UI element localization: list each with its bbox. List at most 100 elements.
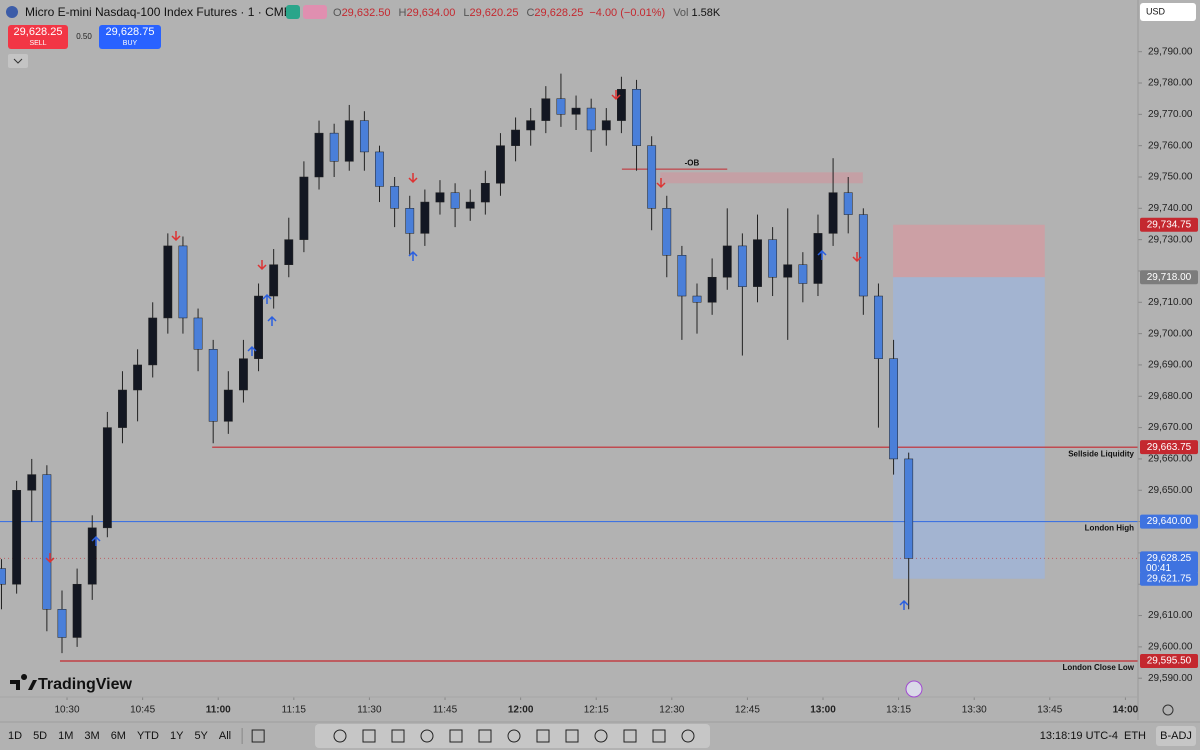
ohlc-key: O: [333, 7, 342, 19]
ohlc-value: 29,628.25: [534, 7, 583, 19]
currency[interactable]: USD: [1146, 6, 1166, 16]
brand-logo: [10, 674, 37, 690]
timeframe[interactable]: 5Y: [194, 730, 208, 742]
change: −4.00 (−0.01%): [589, 7, 665, 19]
spread: 0.50: [76, 32, 92, 41]
x-tick-label: 11:45: [433, 705, 458, 716]
candle-body: [178, 245, 188, 319]
timeframe[interactable]: 1M: [58, 730, 73, 742]
sell-button[interactable]: [8, 25, 68, 49]
candle-body: [269, 264, 279, 297]
settings-icon[interactable]: [1162, 704, 1174, 716]
y-tick-label: 29,650.00: [1148, 485, 1193, 496]
sell-price[interactable]: 29,628.25: [14, 26, 63, 38]
candle-body: [783, 264, 793, 278]
candle-body: [692, 295, 702, 303]
brand: TradingView: [38, 676, 133, 693]
candle-body: [889, 358, 898, 460]
entry-tag: [1140, 270, 1198, 285]
candle-body: [843, 192, 853, 215]
timeframes: 1D 5D 1M 3M 6M YTD 1Y 5Y All: [8, 730, 231, 742]
status-icon: [303, 5, 327, 19]
adjust-button[interactable]: [1156, 726, 1196, 746]
timeframe[interactable]: 6M: [111, 730, 126, 742]
currency-button[interactable]: [1140, 3, 1196, 21]
candle-body: [904, 458, 914, 559]
tool-icon: [333, 729, 347, 743]
level-tag-label: 29,595.50: [1147, 656, 1192, 667]
candle-body: [753, 239, 762, 287]
candle-body: [722, 245, 732, 278]
session[interactable]: ETH: [1124, 730, 1146, 742]
stop-tag-label: 29,734.75: [1147, 219, 1192, 230]
y-tick-label: 29,700.00: [1148, 328, 1193, 339]
candle-body: [42, 474, 52, 610]
tool-icon: [652, 729, 666, 743]
entry-tag-label: 29,718.00: [1147, 272, 1192, 283]
x-tick-label: 14:00: [1113, 705, 1139, 716]
x-tick-label: 11:15: [282, 705, 307, 716]
y-tick-label: 29,670.00: [1148, 422, 1193, 433]
volume-key: Vol: [673, 7, 688, 19]
drawing-toolbar: [315, 724, 710, 748]
adjust[interactable]: B-ADJ: [1160, 730, 1192, 742]
last-price-tag: [1140, 551, 1198, 574]
candle-body: [450, 192, 460, 209]
x-tick-label: 11:00: [206, 705, 231, 716]
timeframe[interactable]: 5D: [33, 730, 47, 742]
x-tick-label: 12:30: [659, 705, 684, 716]
candle-body: [359, 120, 369, 153]
x-tick-label: 12:45: [735, 705, 760, 716]
timeframe[interactable]: All: [219, 730, 231, 742]
candle-body: [586, 107, 596, 131]
timeframe[interactable]: 3M: [84, 730, 99, 742]
ohlc-value: 29,632.50: [342, 7, 391, 19]
order-block-label: -OB: [685, 158, 700, 167]
buy-label[interactable]: BUY: [123, 40, 138, 47]
candle-body: [133, 364, 142, 391]
level-tag: [1140, 514, 1198, 529]
x-tick-label: 10:45: [130, 705, 155, 716]
level-tag-label: 29,663.75: [1147, 442, 1192, 453]
candle-body: [329, 132, 339, 162]
y-tick-label: 29,730.00: [1148, 234, 1193, 245]
alert-icon[interactable]: [905, 680, 923, 698]
y-tick-label: 29,750.00: [1148, 172, 1193, 183]
buy-price[interactable]: 29,628.75: [106, 26, 155, 38]
flag-icon: [6, 6, 18, 18]
candle-body: [420, 201, 430, 234]
timeframe[interactable]: 1D: [8, 730, 22, 742]
level-name: London Close Low: [1062, 663, 1134, 672]
y-tick-label: 29,780.00: [1148, 78, 1193, 89]
candle-body: [254, 295, 263, 359]
ohlc-key: L: [463, 7, 469, 19]
candle-body: [662, 208, 672, 256]
candle-body: [632, 89, 641, 146]
timeframe[interactable]: 1Y: [170, 730, 184, 742]
x-tick-label: 11:30: [357, 705, 382, 716]
status-icon: [286, 5, 300, 19]
candle-body: [12, 489, 22, 585]
candle-body: [163, 245, 173, 319]
candle-body: [239, 358, 248, 391]
timeframe[interactable]: YTD: [137, 730, 159, 742]
candle-body: [571, 107, 581, 115]
candle-body: [0, 568, 6, 585]
candle-body: [223, 389, 233, 422]
y-tick-label: 29,660.00: [1148, 454, 1193, 465]
sell-label[interactable]: SELL: [29, 40, 46, 47]
x-tick-label: 13:30: [962, 705, 987, 716]
candle-body: [526, 120, 536, 131]
candle-body: [118, 389, 127, 428]
tool-icon: [391, 729, 405, 743]
candle-body: [148, 317, 158, 366]
candle-body: [737, 245, 747, 287]
plot: [0, 51, 1142, 700]
last-price-label: 29,628.25: [1147, 553, 1192, 564]
y-tick-label: 29,680.00: [1148, 391, 1193, 402]
volume-value: 1.58K: [691, 7, 720, 19]
buy-button[interactable]: [99, 25, 161, 49]
y-tick-label: 29,590.00: [1148, 673, 1193, 684]
collapse-button[interactable]: [8, 54, 28, 68]
